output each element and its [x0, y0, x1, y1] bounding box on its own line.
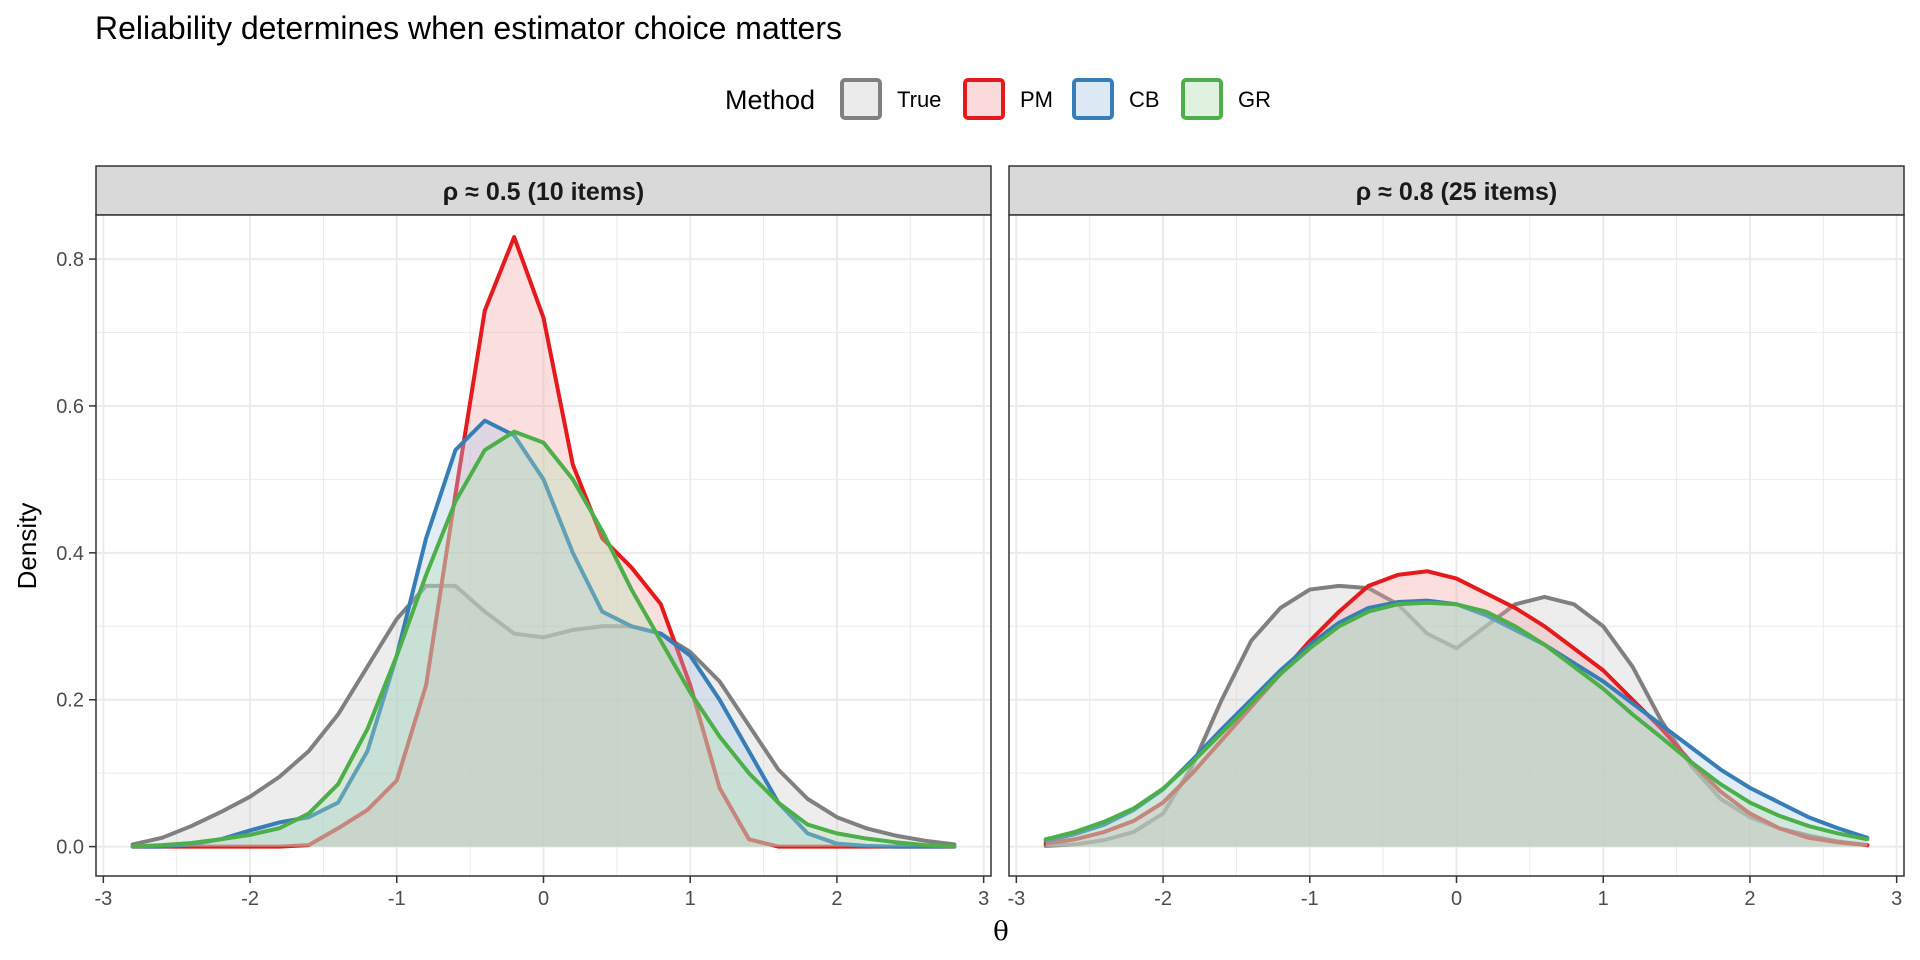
- x-axis-title: θ: [993, 917, 1009, 947]
- x-axis-2: -3 -2 -1 0 1 2 3: [1007, 876, 1902, 910]
- density-line-pm-panel-1: [130, 235, 957, 849]
- y-tick-label: 0.2: [56, 690, 84, 712]
- legend-label-true: True: [897, 87, 941, 112]
- density-area-true-panel-2: [1045, 585, 1868, 847]
- facet-strip-2: [1008, 165, 1905, 216]
- facet-panel-2: ρ ≈ 0.8 (25 items) -3 -2 -1 0 1 2 3: [1007, 165, 1905, 910]
- x-tick-label: 1: [685, 888, 696, 910]
- x-tick-label: -2: [241, 888, 259, 910]
- legend-key-true: [840, 78, 882, 120]
- density-area-pm-panel-1: [132, 237, 955, 847]
- density-line-gr-panel-2: [1043, 600, 1870, 842]
- legend-key-pm: [963, 78, 1005, 120]
- x-axis-1: -3 -2 -1 0 1 2 3: [94, 876, 989, 910]
- y-tick-label: 0.0: [56, 837, 84, 859]
- density-area-pm-panel-2: [1045, 571, 1868, 847]
- x-tick-label: 0: [1451, 888, 1462, 910]
- legend-key-cb: [1072, 78, 1114, 120]
- facet-strip-1: [95, 165, 992, 216]
- facet-panels: ρ ≈ 0.5 (10 items) -3 -2 -1 0 1 2 3 0.0 0.2 0.4 0.6…: [56, 165, 1905, 910]
- y-axis-title: Density: [12, 503, 42, 590]
- legend-title: Method: [725, 85, 815, 115]
- density-line-gr-panel-1: [130, 429, 957, 849]
- x-tick-label: 2: [1744, 888, 1755, 910]
- density-area-cb-panel-1: [132, 420, 955, 847]
- x-tick-label: 0: [538, 888, 549, 910]
- x-tick-label: 1: [1598, 888, 1609, 910]
- y-tick-label: 0.6: [56, 396, 84, 418]
- legend-label-cb: CB: [1129, 87, 1160, 112]
- density-area-gr-panel-1: [132, 431, 955, 847]
- y-tick-label: 0.4: [56, 543, 84, 565]
- x-tick-label: 3: [978, 888, 989, 910]
- legend: Method True PM CB GR: [725, 78, 1271, 120]
- gridlines-2: [1009, 215, 1904, 876]
- density-line-pm-panel-2: [1043, 569, 1870, 848]
- x-tick-label: -2: [1154, 888, 1172, 910]
- density-line-cb-panel-1: [130, 418, 957, 849]
- x-tick-label: -3: [94, 888, 112, 910]
- y-tick-label: 0.8: [56, 249, 84, 271]
- density-area-cb-panel-2: [1045, 600, 1868, 847]
- facet-strip-label-1: ρ ≈ 0.5 (10 items): [443, 178, 645, 206]
- x-tick-label: -3: [1007, 888, 1025, 910]
- x-tick-label: 2: [831, 888, 842, 910]
- chart-title: Reliability determines when estimator ch…: [95, 10, 842, 46]
- legend-key-gr: [1181, 78, 1223, 120]
- facet-strip-label-2: ρ ≈ 0.8 (25 items): [1356, 178, 1558, 206]
- legend-label-gr: GR: [1238, 87, 1271, 112]
- density-line-true-panel-1: [130, 583, 957, 847]
- legend-label-pm: PM: [1020, 87, 1053, 112]
- x-tick-label: -1: [1301, 888, 1319, 910]
- legend-items: True PM CB GR: [840, 78, 1271, 120]
- x-tick-label: -1: [388, 888, 406, 910]
- y-axis: 0.0 0.2 0.4 0.6 0.8: [56, 249, 96, 859]
- facet-panel-1: ρ ≈ 0.5 (10 items) -3 -2 -1 0 1 2 3 0.0 0.2 0.4 0.6…: [56, 165, 992, 910]
- x-tick-label: 3: [1891, 888, 1902, 910]
- density-area-gr-panel-2: [1045, 602, 1868, 847]
